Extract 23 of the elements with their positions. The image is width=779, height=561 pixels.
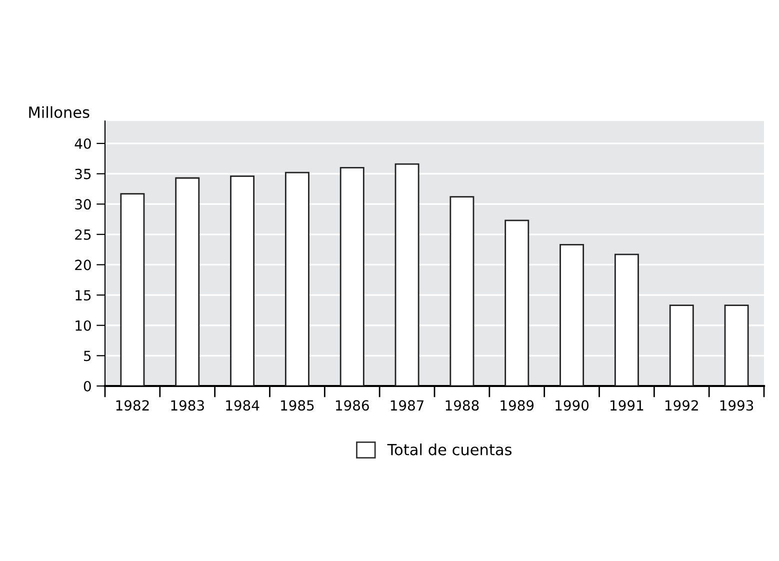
x-tick-label: 1991	[610, 400, 644, 411]
y-tick-label: 40	[74, 138, 91, 149]
y-tick-label: 35	[75, 168, 91, 180]
x-tick-label: 1987	[390, 400, 424, 411]
x-tick-label: 1988	[446, 400, 479, 411]
x-tick-label: 1984	[226, 400, 260, 411]
x-tick-label: 1990	[556, 400, 589, 411]
y-tick-label: 20	[75, 260, 91, 270]
x-tick-label: 1986	[336, 400, 369, 411]
y-axis-title: Millones	[29, 106, 90, 118]
y-tick-label: 10	[76, 320, 91, 331]
y-tick-label: 30	[75, 199, 91, 210]
legend-label: Total de cuentas	[387, 444, 512, 456]
x-tick-label: 1982	[116, 400, 149, 411]
y-tick-label: 15	[76, 290, 91, 301]
x-tick-label: 1985	[281, 400, 314, 411]
x-tick-label: 1993	[720, 400, 754, 411]
y-tick-label: 0	[84, 380, 91, 392]
x-tick-label: 1983	[171, 400, 204, 411]
x-tick-label: 1992	[665, 400, 698, 411]
y-tick-label: 25	[75, 229, 91, 240]
x-tick-label: 1989	[500, 400, 534, 411]
y-tick-label: 5	[84, 350, 91, 362]
